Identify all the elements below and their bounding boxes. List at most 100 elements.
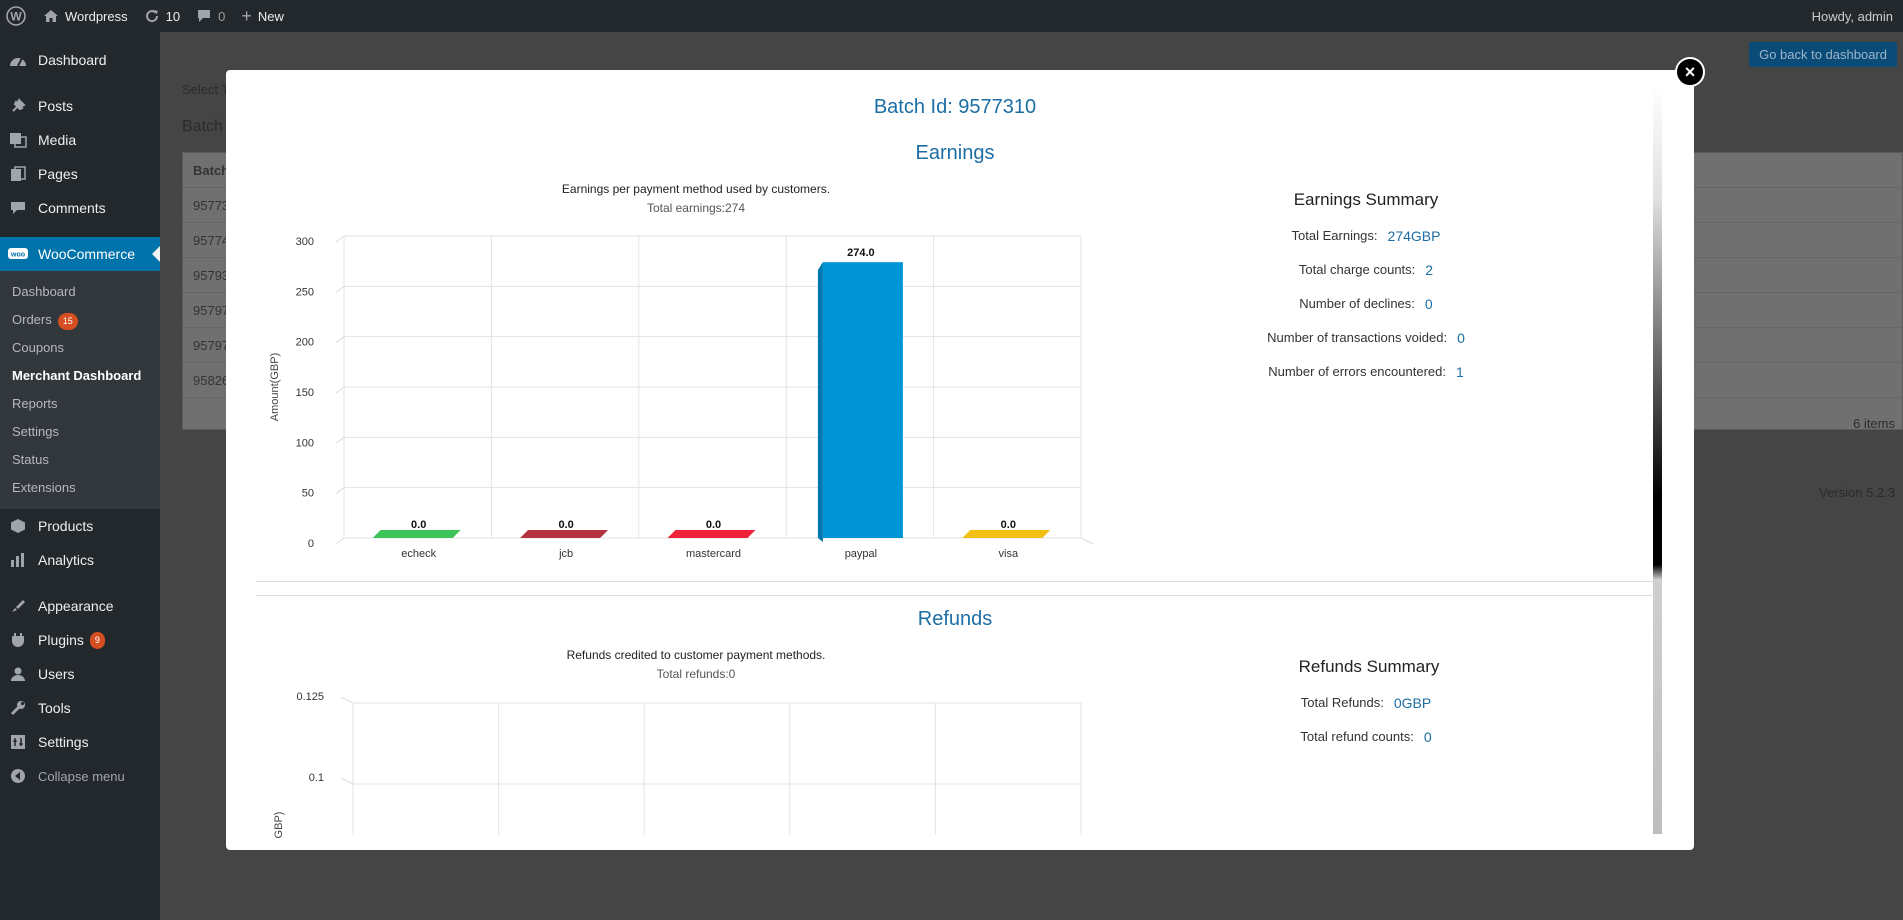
summary-row-voided: Number of transactions voided: 0 bbox=[1166, 330, 1566, 346]
menu-media[interactable]: Media bbox=[0, 123, 160, 157]
y-tick-label: 150 bbox=[296, 387, 314, 399]
submenu-label: Reports bbox=[12, 396, 58, 411]
bar-mastercard bbox=[667, 530, 756, 538]
submenu-dashboard[interactable]: Dashboard bbox=[0, 278, 160, 306]
collapse-menu-button[interactable]: Collapse menu bbox=[0, 759, 160, 793]
submenu-coupons[interactable]: Coupons bbox=[0, 334, 160, 362]
menu-tools[interactable]: Tools bbox=[0, 691, 160, 725]
submenu-label: Coupons bbox=[12, 340, 65, 355]
grid-tick bbox=[340, 777, 354, 785]
submenu-status[interactable]: Status bbox=[0, 446, 160, 474]
summary-value: 0 bbox=[1424, 296, 1433, 312]
menu-plugins[interactable]: Plugins 9 bbox=[0, 623, 160, 657]
submenu-label: Merchant Dashboard bbox=[12, 368, 142, 383]
woocommerce-submenu: Dashboard Orders 15 Coupons Merchant Dash… bbox=[0, 271, 160, 509]
grid-tick bbox=[340, 696, 354, 704]
summary-row-total-earnings: Total Earnings: 274GBP bbox=[1166, 228, 1566, 244]
refunds-chart-caption: Refunds credited to customer payment met… bbox=[566, 648, 826, 662]
settings-icon bbox=[8, 732, 28, 752]
menu-label: Posts bbox=[38, 98, 74, 114]
go-back-button[interactable]: Go back to dashboard bbox=[1749, 42, 1897, 67]
menu-pages[interactable]: Pages bbox=[0, 157, 160, 191]
menu-woocommerce[interactable]: woo WooCommerce bbox=[0, 237, 160, 271]
batch-details-modal: Batch Id: 9577310 Earnings Earnings per … bbox=[226, 70, 1694, 850]
dashboard-icon bbox=[8, 50, 28, 70]
comments-link[interactable]: 0 bbox=[188, 0, 233, 32]
updates-icon bbox=[144, 8, 160, 24]
earnings-bar-chart: 0 50 100 150 200 250 300 Amount(GBP) 0.0 echeck 0.… bbox=[269, 235, 1094, 560]
site-name-link[interactable]: Wordpress bbox=[35, 0, 136, 32]
comments-count: 0 bbox=[218, 8, 226, 24]
data-label: 274.0 bbox=[847, 247, 875, 259]
items-count: 6 items bbox=[1853, 416, 1895, 431]
products-icon bbox=[8, 516, 28, 536]
menu-appearance[interactable]: Appearance bbox=[0, 589, 160, 623]
account-menu[interactable]: Howdy, admin bbox=[1804, 0, 1903, 32]
data-label: 0.0 bbox=[558, 519, 573, 531]
submenu-extensions[interactable]: Extensions bbox=[0, 474, 160, 502]
tools-icon bbox=[8, 698, 28, 718]
plugins-icon bbox=[8, 630, 28, 650]
menu-label: Dashboard bbox=[38, 52, 107, 68]
batch-title: Batch Id: 9577310 bbox=[873, 96, 1037, 118]
summary-value: 0GBP bbox=[1393, 695, 1432, 711]
summary-value: 0 bbox=[1457, 330, 1465, 346]
summary-value: 2 bbox=[1425, 262, 1434, 278]
data-label: 0.0 bbox=[706, 519, 721, 531]
axis-line bbox=[1080, 537, 1094, 545]
updates-link[interactable]: 10 bbox=[136, 0, 188, 32]
submenu-label: Extensions bbox=[12, 480, 76, 495]
grid-tick bbox=[335, 487, 345, 495]
pages-icon bbox=[8, 164, 28, 184]
grid-tick bbox=[335, 537, 345, 545]
summary-row-declines: Number of declines: 0 bbox=[1166, 296, 1566, 312]
submenu-orders[interactable]: Orders 15 bbox=[0, 306, 160, 334]
bar-echeck bbox=[372, 530, 461, 538]
media-icon bbox=[8, 130, 28, 150]
section-divider bbox=[256, 595, 1654, 596]
x-tick-label: visa bbox=[999, 548, 1019, 560]
menu-dashboard[interactable]: Dashboard bbox=[0, 43, 160, 77]
menu-label: Comments bbox=[38, 200, 106, 216]
summary-label: Total refund counts: bbox=[1300, 729, 1414, 744]
y-axis-label: GBP) bbox=[273, 812, 285, 839]
earnings-chart-subtitle: Total earnings:274 bbox=[646, 201, 746, 215]
submenu-label: Orders bbox=[12, 312, 52, 327]
submenu-merchant-dashboard[interactable]: Merchant Dashboard bbox=[0, 362, 160, 390]
summary-row-charge-counts: Total charge counts: 2 bbox=[1166, 262, 1566, 278]
plus-icon: + bbox=[241, 5, 252, 26]
y-tick-label: 0 bbox=[308, 538, 314, 550]
menu-posts[interactable]: Posts bbox=[0, 89, 160, 123]
grid-tick bbox=[335, 235, 345, 243]
summary-label: Number of transactions voided: bbox=[1267, 330, 1448, 345]
close-modal-button[interactable]: × bbox=[1675, 57, 1705, 87]
submenu-settings[interactable]: Settings bbox=[0, 418, 160, 446]
menu-label: Media bbox=[38, 132, 77, 148]
earnings-heading: Earnings bbox=[915, 142, 995, 164]
admin-sidebar: Dashboard Posts Media Pages Comments woo… bbox=[0, 32, 160, 920]
menu-label: Plugins bbox=[38, 632, 84, 648]
menu-label: Tools bbox=[38, 700, 71, 716]
new-content-link[interactable]: + New bbox=[233, 0, 292, 32]
modal-scrollbar[interactable] bbox=[1653, 86, 1662, 834]
menu-comments[interactable]: Comments bbox=[0, 191, 160, 225]
submenu-label: Status bbox=[12, 452, 49, 467]
menu-products[interactable]: Products bbox=[0, 509, 160, 543]
summary-row-refund-counts: Total refund counts: 0 bbox=[1166, 729, 1566, 745]
y-tick-label: 100 bbox=[296, 437, 314, 449]
menu-users[interactable]: Users bbox=[0, 657, 160, 691]
menu-analytics[interactable]: Analytics bbox=[0, 543, 160, 577]
summary-value: 1 bbox=[1455, 364, 1464, 380]
submenu-reports[interactable]: Reports bbox=[0, 390, 160, 418]
admin-bar: W Wordpress 10 0 + New Howdy, admin bbox=[0, 0, 1903, 32]
howdy-text: Howdy, admin bbox=[1811, 8, 1893, 24]
svg-text:W: W bbox=[10, 10, 22, 24]
y-tick-label: 250 bbox=[296, 286, 314, 298]
submenu-label: Dashboard bbox=[12, 284, 76, 299]
menu-label: WooCommerce bbox=[38, 246, 135, 262]
menu-settings[interactable]: Settings bbox=[0, 725, 160, 759]
summary-label: Total charge counts: bbox=[1298, 262, 1416, 277]
menu-label: Users bbox=[38, 666, 75, 682]
wordpress-logo-icon[interactable]: W bbox=[0, 0, 35, 32]
